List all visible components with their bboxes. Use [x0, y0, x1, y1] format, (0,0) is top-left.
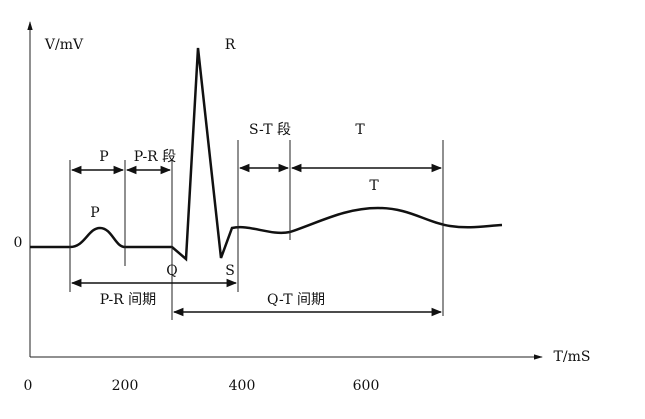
x-tick-label: 200	[112, 378, 139, 394]
interval-label: P	[99, 149, 108, 165]
interval-label: Q-T 间期	[267, 292, 325, 308]
interval-label: P-R 段	[134, 149, 176, 165]
wave-label: Q	[166, 263, 177, 279]
x-tick-label: 400	[229, 378, 256, 394]
interval-label: S-T 段	[249, 122, 291, 138]
interval-label: P-R 间期	[100, 292, 156, 308]
x-axis-label: T/mS	[554, 349, 591, 365]
interval-label: T	[355, 122, 365, 138]
wave-label: T	[369, 178, 379, 194]
wave-label: S	[225, 263, 235, 279]
y-axis-label: V/mV	[44, 37, 84, 53]
wave-label: R	[225, 37, 236, 53]
x-tick-label: 600	[353, 378, 380, 394]
origin-label: 0	[14, 235, 23, 251]
wave-label: P	[90, 205, 99, 221]
ecg-wave	[30, 47, 503, 262]
x-tick-label: 0	[24, 378, 33, 394]
